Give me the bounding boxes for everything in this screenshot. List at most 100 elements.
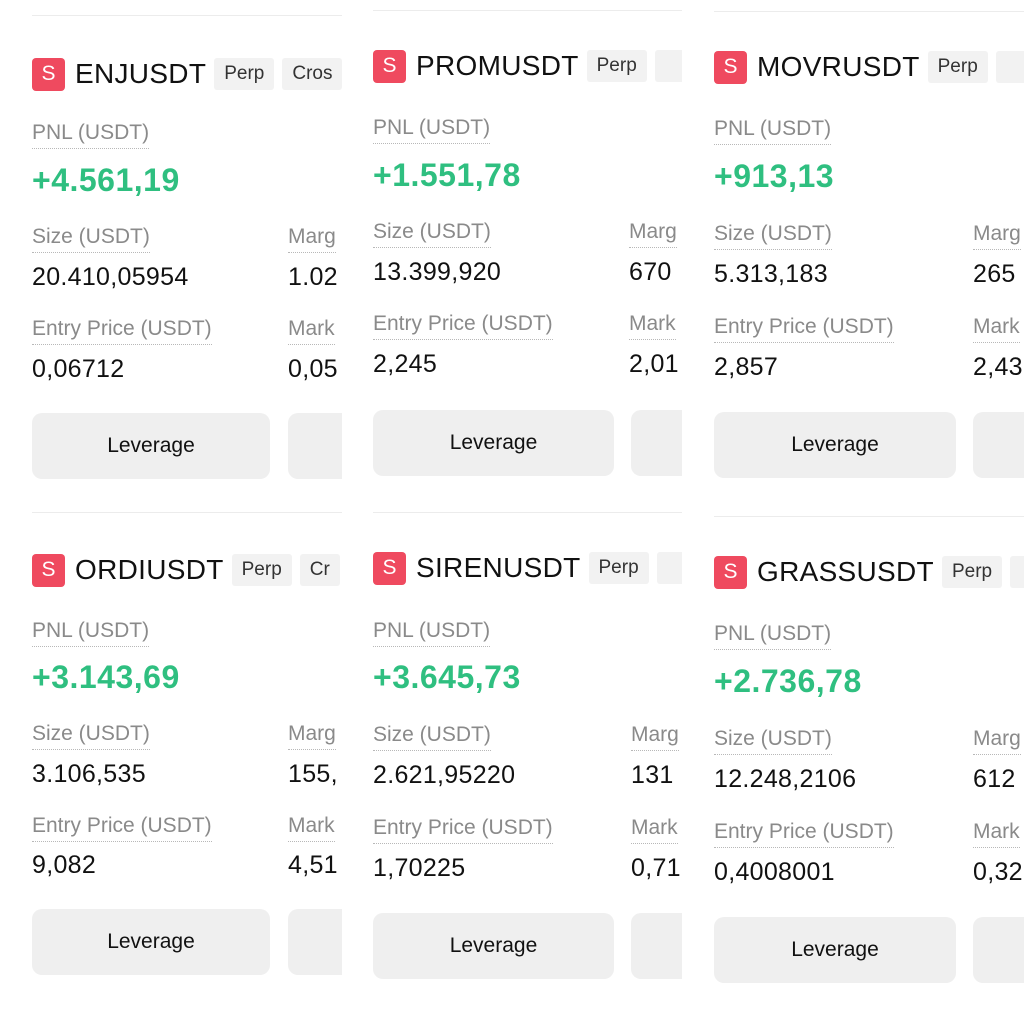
pnl-value: +913,13 <box>714 158 835 194</box>
divider <box>714 516 1024 517</box>
pnl-value: +3.645,73 <box>373 659 521 695</box>
size-label[interactable]: Size (USDT) <box>714 727 832 755</box>
pnl-label[interactable]: PNL (USDT) <box>373 116 491 144</box>
card-header: S ENJUSDT Perp Cros <box>32 56 342 92</box>
margin-label[interactable]: Marg <box>629 220 677 248</box>
secondary-action-button[interactable] <box>288 909 342 975</box>
position-card-grassusdt: S GRASSUSDT Perp PNL (USDT) +2.736,78 Si… <box>714 516 1024 1016</box>
mark-price-value: 2,01 <box>629 350 679 378</box>
card-header: S PROMUSDT Perp <box>373 48 682 84</box>
size-value: 5.313,183 <box>714 260 828 288</box>
mark-price-value: 0,71 <box>631 854 681 882</box>
secondary-action-button[interactable] <box>631 410 682 476</box>
size-label[interactable]: Size (USDT) <box>32 225 150 253</box>
size-label[interactable]: Size (USDT) <box>373 220 491 248</box>
symbol-name: GRASSUSDT <box>757 556 934 587</box>
margin-mode-tag: Cr <box>299 554 340 586</box>
entry-price-label[interactable]: Entry Price (USDT) <box>714 315 894 343</box>
leverage-button[interactable]: Leverage <box>373 410 614 476</box>
margin-label[interactable]: Marg <box>631 723 679 751</box>
secondary-action-button[interactable] <box>973 412 1024 478</box>
size-value: 3.106,535 <box>32 760 146 788</box>
secondary-action-button[interactable] <box>631 913 682 979</box>
entry-price-value: 2,857 <box>714 353 779 381</box>
mark-price-value: 2,43 <box>973 353 1023 381</box>
mark-price-label[interactable]: Mark <box>629 312 676 340</box>
mark-price-value: 0,05 <box>288 355 338 383</box>
symbol-name: MOVRUSDT <box>757 51 920 82</box>
symbol-name: ORDIUSDT <box>75 554 224 585</box>
divider <box>373 10 682 11</box>
entry-price-label[interactable]: Entry Price (USDT) <box>714 820 894 848</box>
mark-price-label[interactable]: Mark <box>288 814 335 842</box>
margin-mode-tag <box>654 50 682 82</box>
position-card-movrusdt: S MOVRUSDT Perp PNL (USDT) +913,13 Size … <box>714 11 1024 511</box>
margin-value: 612 <box>973 765 1016 793</box>
margin-value: 265 <box>973 260 1016 288</box>
mark-price-value: 4,51 <box>288 851 338 879</box>
margin-value: 670 <box>629 258 672 286</box>
card-header: S MOVRUSDT Perp <box>714 49 1024 85</box>
spot-badge-icon: S <box>373 49 406 83</box>
perp-tag: Perp <box>231 554 292 586</box>
size-label[interactable]: Size (USDT) <box>32 722 150 750</box>
margin-mode-tag: Cros <box>282 58 342 90</box>
secondary-action-button[interactable] <box>973 917 1024 983</box>
leverage-button[interactable]: Leverage <box>714 917 956 983</box>
pnl-label[interactable]: PNL (USDT) <box>32 619 150 647</box>
pnl-label[interactable]: PNL (USDT) <box>373 619 491 647</box>
mark-price-label[interactable]: Mark <box>631 816 678 844</box>
spot-badge-icon: S <box>714 50 747 84</box>
size-label[interactable]: Size (USDT) <box>373 723 491 751</box>
mark-price-value: 0,32 <box>973 858 1023 886</box>
entry-price-value: 9,082 <box>32 851 97 879</box>
entry-price-value: 0,4008001 <box>714 858 835 886</box>
pnl-value: +2.736,78 <box>714 663 862 699</box>
mark-price-label[interactable]: Mark <box>973 315 1020 343</box>
margin-value: 1.02 <box>288 263 338 291</box>
mark-price-label[interactable]: Mark <box>973 820 1020 848</box>
margin-mode-tag <box>995 51 1024 83</box>
position-card-enjusdt: S ENJUSDT Perp Cros PNL (USDT) +4.561,19… <box>32 15 342 515</box>
spot-badge-icon: S <box>32 553 65 587</box>
position-card-sirenusdt: S SIRENUSDT Perp PNL (USDT) +3.645,73 Si… <box>373 512 682 1012</box>
secondary-action-button[interactable] <box>288 413 342 479</box>
entry-price-label[interactable]: Entry Price (USDT) <box>373 816 553 844</box>
size-value: 13.399,920 <box>373 258 502 286</box>
margin-mode-tag <box>656 552 682 584</box>
size-value: 2.621,95220 <box>373 761 516 789</box>
spot-badge-icon: S <box>373 551 406 585</box>
margin-label[interactable]: Marg <box>973 727 1021 755</box>
pnl-label[interactable]: PNL (USDT) <box>714 622 832 650</box>
entry-price-label[interactable]: Entry Price (USDT) <box>32 317 212 345</box>
size-label[interactable]: Size (USDT) <box>714 222 832 250</box>
entry-price-label[interactable]: Entry Price (USDT) <box>373 312 553 340</box>
divider <box>714 11 1024 12</box>
pnl-label[interactable]: PNL (USDT) <box>32 121 150 149</box>
symbol-name: ENJUSDT <box>75 58 207 89</box>
leverage-button[interactable]: Leverage <box>32 413 270 479</box>
leverage-button[interactable]: Leverage <box>373 913 614 979</box>
margin-label[interactable]: Marg <box>288 722 336 750</box>
leverage-button[interactable]: Leverage <box>714 412 956 478</box>
size-value: 20.410,05954 <box>32 263 189 291</box>
position-card-promusdt: S PROMUSDT Perp PNL (USDT) +1.551,78 Siz… <box>373 10 682 510</box>
entry-price-label[interactable]: Entry Price (USDT) <box>32 814 212 842</box>
entry-price-value: 0,06712 <box>32 355 125 383</box>
size-value: 12.248,2106 <box>714 765 857 793</box>
card-header: S GRASSUSDT Perp <box>714 554 1024 590</box>
perp-tag: Perp <box>586 50 647 82</box>
card-header: S ORDIUSDT Perp Cr <box>32 552 340 588</box>
perp-tag: Perp <box>588 552 649 584</box>
margin-label[interactable]: Marg <box>973 222 1021 250</box>
margin-value: 131 <box>631 761 674 789</box>
margin-label[interactable]: Marg <box>288 225 336 253</box>
entry-price-value: 1,70225 <box>373 854 466 882</box>
symbol-name: PROMUSDT <box>416 50 579 81</box>
position-card-ordiusdt: S ORDIUSDT Perp Cr PNL (USDT) +3.143,69 … <box>32 512 342 1012</box>
mark-price-label[interactable]: Mark <box>288 317 335 345</box>
margin-value: 155, <box>288 760 338 788</box>
pnl-label[interactable]: PNL (USDT) <box>714 117 832 145</box>
leverage-button[interactable]: Leverage <box>32 909 270 975</box>
card-header: S SIRENUSDT Perp <box>373 550 682 586</box>
